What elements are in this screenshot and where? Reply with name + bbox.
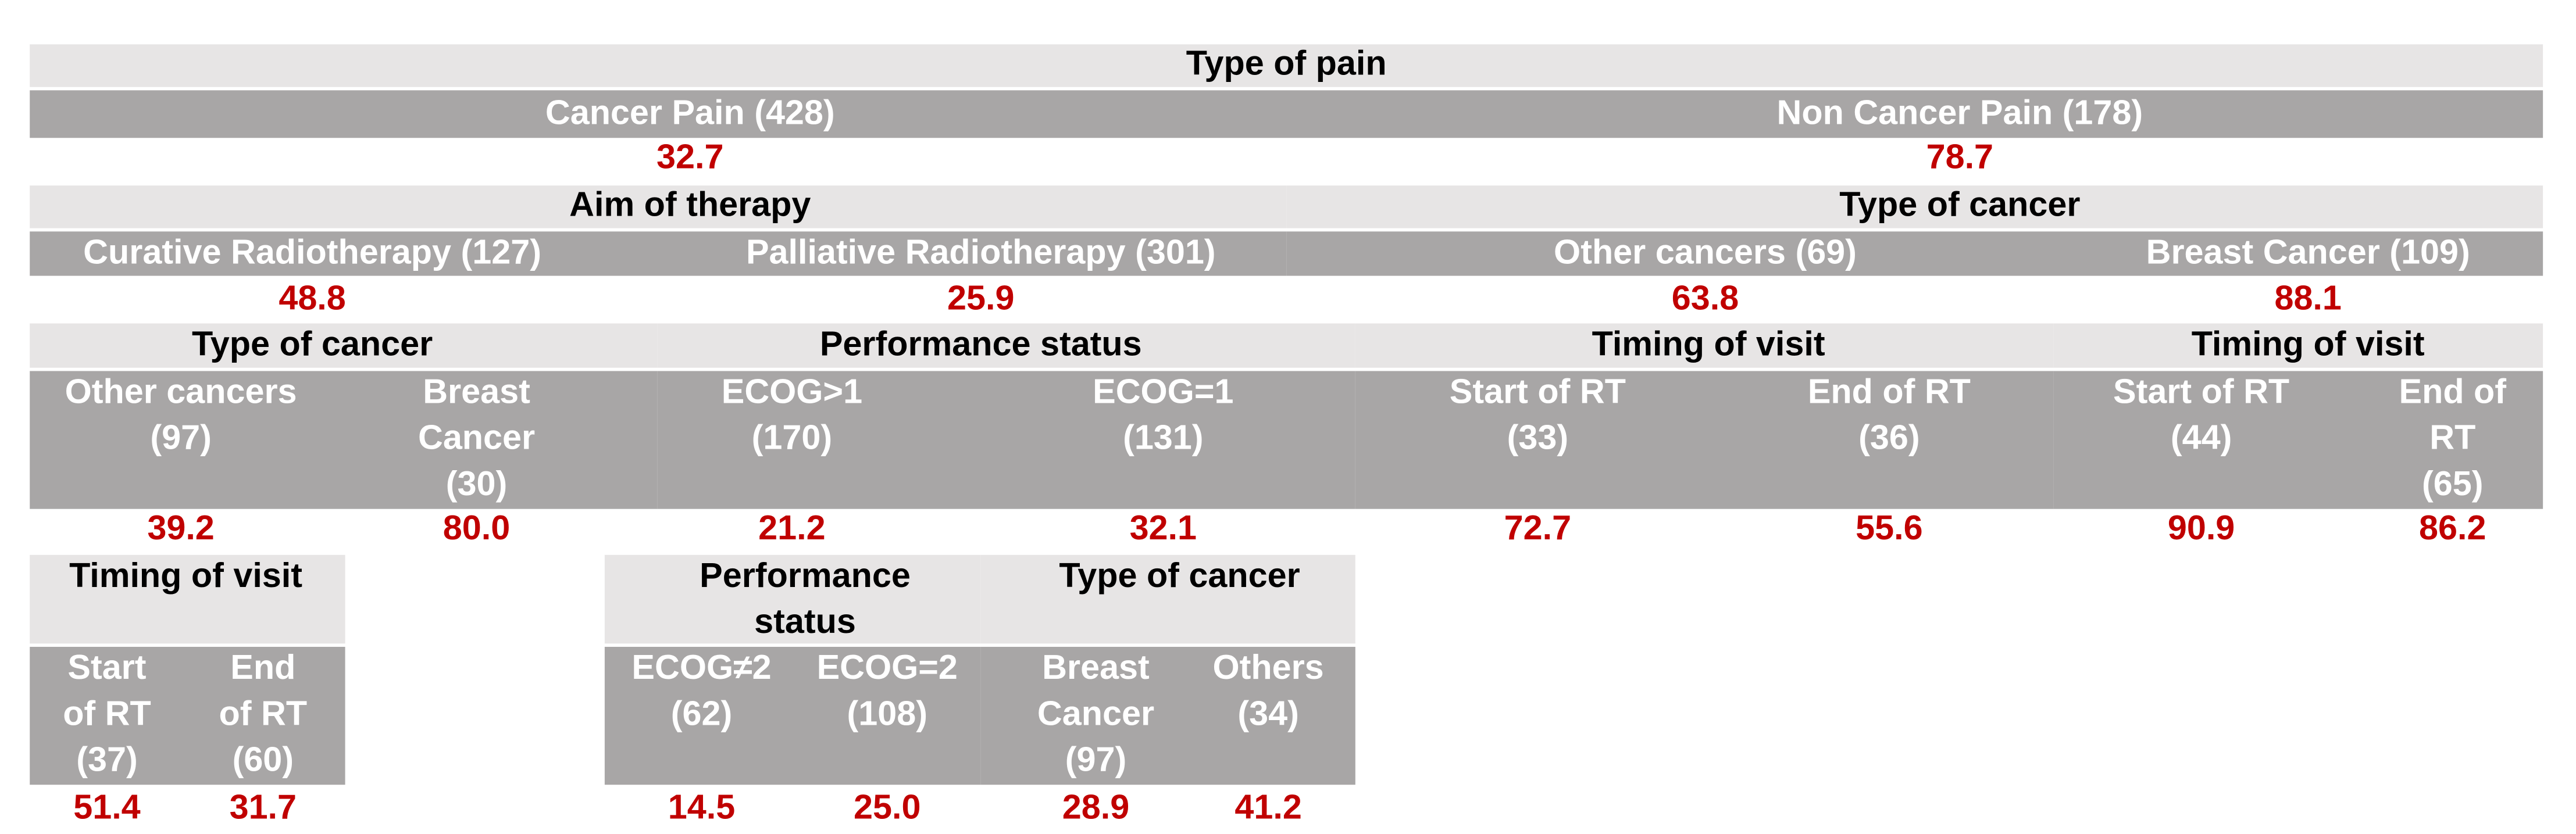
branch-value: 86.2 (2419, 508, 2486, 547)
branch-label-band (30, 231, 1287, 276)
split-header-band (657, 323, 1355, 368)
split-title: Performance (700, 556, 911, 595)
branch-value: 21.2 (758, 508, 825, 547)
split-title: Timing of visit (2192, 324, 2425, 363)
branch-label: (34) (1237, 693, 1298, 732)
split-title: Timing of visit (69, 556, 302, 595)
branch-label-band (30, 90, 2543, 138)
branch-label: RT (2429, 418, 2475, 457)
branch-label: Breast (423, 372, 530, 411)
branch-value: 25.9 (947, 278, 1014, 317)
split-header-band (2053, 323, 2543, 368)
branch-label: End of (2399, 372, 2507, 411)
branch-label: (97) (150, 418, 211, 457)
branch-label-band (30, 371, 658, 509)
branch-label: Start (67, 647, 146, 686)
branch-label: Breast (1042, 647, 1150, 686)
split-header-band (1286, 185, 2543, 228)
branch-value: 63.8 (1672, 278, 1739, 317)
branch-value: 72.7 (1504, 508, 1571, 547)
branch-label: Palliative Radiotherapy (301) (746, 232, 1216, 271)
split-title: Timing of visit (1592, 324, 1825, 363)
branch-value: 14.5 (668, 787, 735, 826)
branch-label: End (230, 647, 295, 686)
branch-label: (131) (1123, 418, 1203, 457)
split-header-band (30, 554, 345, 644)
branch-value: 31.7 (230, 787, 297, 826)
branch-label: (97) (1065, 739, 1126, 778)
branch-value: 78.7 (1926, 137, 1993, 176)
branch-value: 28.9 (1062, 787, 1129, 826)
branch-label: Other cancers (69) (1554, 232, 1857, 271)
branch-label: (36) (1858, 418, 1919, 457)
branch-value: 39.2 (147, 508, 214, 547)
branch-value: 55.6 (1856, 508, 1922, 547)
branch-label: (44) (2171, 418, 2232, 457)
split-header-band (1355, 323, 2054, 368)
branch-label: ECOG>1 (722, 372, 862, 411)
branch-label-band (980, 646, 1355, 785)
split-title: Type of pain (1186, 44, 1387, 83)
split-title: status (754, 602, 856, 640)
branch-label: (65) (2422, 464, 2483, 503)
split-title: Aim of therapy (569, 185, 811, 224)
branch-label: ECOG≠2 (631, 647, 771, 686)
branch-label-band (1355, 371, 2054, 509)
split-header-band (30, 185, 1287, 228)
split-title: Type of cancer (1059, 556, 1300, 595)
split-title: Type of cancer (192, 324, 433, 363)
split-title: Type of cancer (1839, 185, 2080, 224)
branch-label: Cancer (418, 418, 535, 457)
branch-value: 90.9 (2168, 508, 2235, 547)
branch-label: of RT (219, 693, 308, 732)
branch-label: Start of RT (1450, 372, 1626, 411)
branch-label: Others (1213, 647, 1324, 686)
split-header-band (604, 554, 981, 644)
branch-label: (33) (1507, 418, 1568, 457)
branch-value: 25.0 (854, 787, 920, 826)
branch-label: Curative Radiotherapy (127) (83, 232, 541, 271)
branch-label-band (2053, 371, 2543, 509)
branch-value: 32.1 (1130, 508, 1197, 547)
branch-label-band (657, 371, 1355, 509)
branch-label: ECOG=2 (817, 647, 958, 686)
branch-label-band (1286, 231, 2543, 276)
branch-value: 32.7 (657, 137, 723, 176)
branch-label: Start of RT (2113, 372, 2289, 411)
branch-value: 48.8 (279, 278, 345, 317)
split-title: Performance status (820, 324, 1142, 363)
branch-label: (62) (671, 693, 732, 732)
branch-value: 41.2 (1235, 787, 1301, 826)
branch-value: 80.0 (443, 508, 510, 547)
branch-value: 88.1 (2274, 278, 2341, 317)
branch-value: 51.4 (73, 787, 140, 826)
branch-label: (30) (446, 464, 507, 503)
split-header-band (980, 554, 1355, 644)
branch-label: (60) (233, 739, 294, 778)
branch-label: ECOG=1 (1093, 372, 1233, 411)
branch-label: Cancer Pain (428) (545, 92, 835, 131)
branch-label: End of RT (1808, 372, 1971, 411)
branch-label: Other cancers (65, 372, 297, 411)
branch-label: (108) (847, 693, 927, 732)
branch-label: Breast Cancer (109) (2146, 232, 2470, 271)
branch-label: (170) (752, 418, 832, 457)
split-header-band (30, 44, 2543, 87)
branch-label: Cancer (1037, 693, 1154, 732)
branch-label-band (604, 646, 981, 785)
branch-label: Non Cancer Pain (178) (1777, 92, 2143, 131)
branch-label: (37) (76, 739, 137, 778)
branch-label: of RT (63, 693, 151, 732)
branch-label-band (30, 646, 345, 785)
split-header-band (30, 323, 658, 368)
